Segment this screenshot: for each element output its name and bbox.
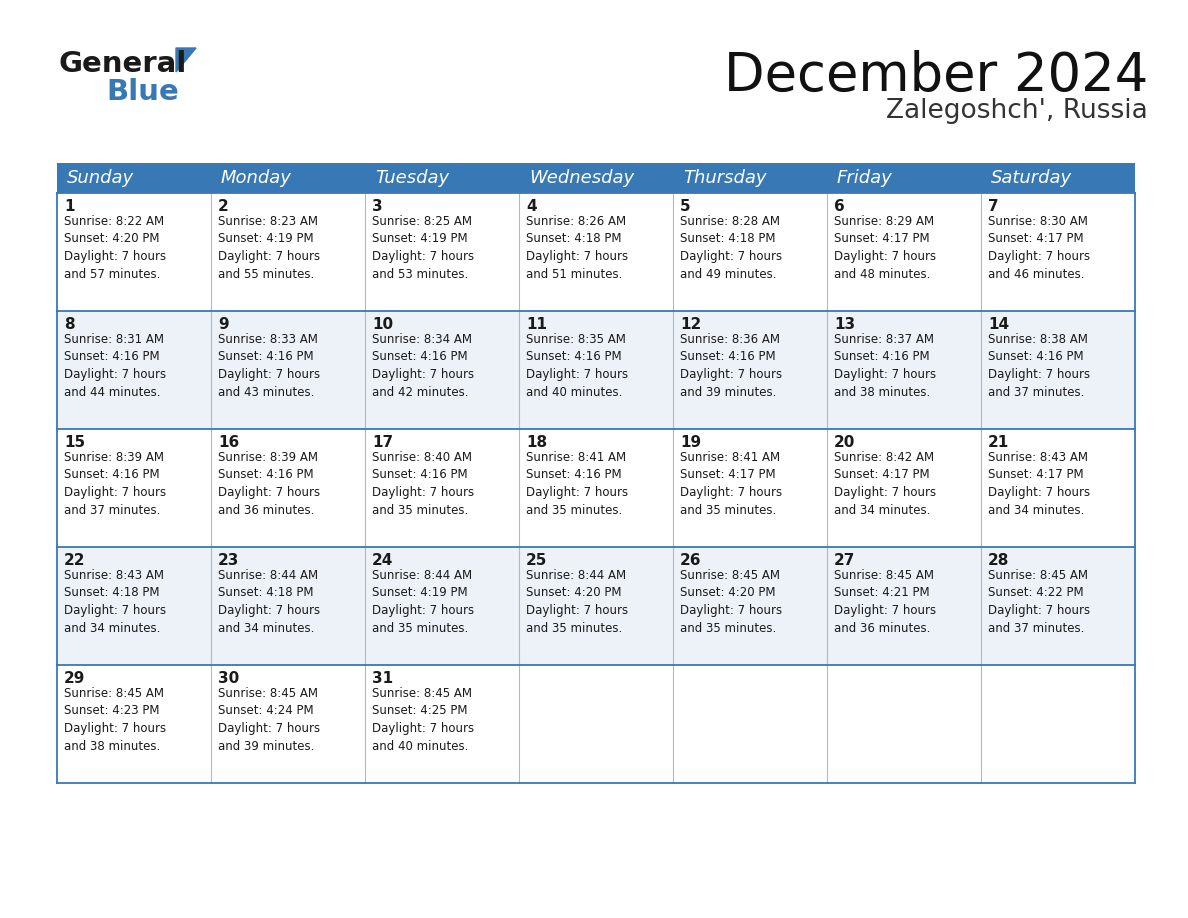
Bar <box>57 429 1135 547</box>
Text: 23: 23 <box>219 553 239 568</box>
Text: Sunrise: 8:43 AM
Sunset: 4:17 PM
Daylight: 7 hours
and 34 minutes.: Sunrise: 8:43 AM Sunset: 4:17 PM Dayligh… <box>988 451 1091 517</box>
Text: Friday: Friday <box>838 169 892 187</box>
Text: Sunrise: 8:42 AM
Sunset: 4:17 PM
Daylight: 7 hours
and 34 minutes.: Sunrise: 8:42 AM Sunset: 4:17 PM Dayligh… <box>834 451 936 517</box>
Text: Sunrise: 8:36 AM
Sunset: 4:16 PM
Daylight: 7 hours
and 39 minutes.: Sunrise: 8:36 AM Sunset: 4:16 PM Dayligh… <box>680 333 782 398</box>
Text: Sunrise: 8:44 AM
Sunset: 4:19 PM
Daylight: 7 hours
and 35 minutes.: Sunrise: 8:44 AM Sunset: 4:19 PM Dayligh… <box>372 569 474 634</box>
Text: Tuesday: Tuesday <box>375 169 449 187</box>
Text: 26: 26 <box>680 553 701 568</box>
Text: 18: 18 <box>526 435 548 450</box>
Text: Sunrise: 8:35 AM
Sunset: 4:16 PM
Daylight: 7 hours
and 40 minutes.: Sunrise: 8:35 AM Sunset: 4:16 PM Dayligh… <box>526 333 628 398</box>
Text: General: General <box>58 50 187 78</box>
Text: Sunrise: 8:43 AM
Sunset: 4:18 PM
Daylight: 7 hours
and 34 minutes.: Sunrise: 8:43 AM Sunset: 4:18 PM Dayligh… <box>64 569 166 634</box>
Text: 14: 14 <box>988 317 1009 332</box>
Text: Sunrise: 8:41 AM
Sunset: 4:16 PM
Daylight: 7 hours
and 35 minutes.: Sunrise: 8:41 AM Sunset: 4:16 PM Dayligh… <box>526 451 628 517</box>
Text: 17: 17 <box>372 435 393 450</box>
Text: 25: 25 <box>526 553 548 568</box>
Text: Sunrise: 8:41 AM
Sunset: 4:17 PM
Daylight: 7 hours
and 35 minutes.: Sunrise: 8:41 AM Sunset: 4:17 PM Dayligh… <box>680 451 782 517</box>
Text: Sunrise: 8:26 AM
Sunset: 4:18 PM
Daylight: 7 hours
and 51 minutes.: Sunrise: 8:26 AM Sunset: 4:18 PM Dayligh… <box>526 215 628 281</box>
Text: Sunrise: 8:45 AM
Sunset: 4:23 PM
Daylight: 7 hours
and 38 minutes.: Sunrise: 8:45 AM Sunset: 4:23 PM Dayligh… <box>64 687 166 753</box>
Text: Sunrise: 8:34 AM
Sunset: 4:16 PM
Daylight: 7 hours
and 42 minutes.: Sunrise: 8:34 AM Sunset: 4:16 PM Dayligh… <box>372 333 474 398</box>
Text: 2: 2 <box>219 199 229 214</box>
Text: Sunrise: 8:45 AM
Sunset: 4:20 PM
Daylight: 7 hours
and 35 minutes.: Sunrise: 8:45 AM Sunset: 4:20 PM Dayligh… <box>680 569 782 634</box>
Text: Sunday: Sunday <box>67 169 134 187</box>
Text: 20: 20 <box>834 435 855 450</box>
Text: Sunrise: 8:22 AM
Sunset: 4:20 PM
Daylight: 7 hours
and 57 minutes.: Sunrise: 8:22 AM Sunset: 4:20 PM Dayligh… <box>64 215 166 281</box>
Text: 5: 5 <box>680 199 690 214</box>
Text: 16: 16 <box>219 435 239 450</box>
Text: Monday: Monday <box>221 169 292 187</box>
Text: 7: 7 <box>988 199 999 214</box>
Text: Sunrise: 8:25 AM
Sunset: 4:19 PM
Daylight: 7 hours
and 53 minutes.: Sunrise: 8:25 AM Sunset: 4:19 PM Dayligh… <box>372 215 474 281</box>
Text: Sunrise: 8:38 AM
Sunset: 4:16 PM
Daylight: 7 hours
and 37 minutes.: Sunrise: 8:38 AM Sunset: 4:16 PM Dayligh… <box>988 333 1091 398</box>
Text: 11: 11 <box>526 317 546 332</box>
Bar <box>57 193 1135 311</box>
Bar <box>57 163 1135 193</box>
Text: 24: 24 <box>372 553 393 568</box>
Text: 15: 15 <box>64 435 86 450</box>
Text: Sunrise: 8:31 AM
Sunset: 4:16 PM
Daylight: 7 hours
and 44 minutes.: Sunrise: 8:31 AM Sunset: 4:16 PM Dayligh… <box>64 333 166 398</box>
Text: 9: 9 <box>219 317 228 332</box>
Text: Sunrise: 8:44 AM
Sunset: 4:20 PM
Daylight: 7 hours
and 35 minutes.: Sunrise: 8:44 AM Sunset: 4:20 PM Dayligh… <box>526 569 628 634</box>
Bar <box>57 311 1135 429</box>
Text: Sunrise: 8:29 AM
Sunset: 4:17 PM
Daylight: 7 hours
and 48 minutes.: Sunrise: 8:29 AM Sunset: 4:17 PM Dayligh… <box>834 215 936 281</box>
Text: Sunrise: 8:28 AM
Sunset: 4:18 PM
Daylight: 7 hours
and 49 minutes.: Sunrise: 8:28 AM Sunset: 4:18 PM Dayligh… <box>680 215 782 281</box>
Text: Sunrise: 8:45 AM
Sunset: 4:24 PM
Daylight: 7 hours
and 39 minutes.: Sunrise: 8:45 AM Sunset: 4:24 PM Dayligh… <box>219 687 320 753</box>
Text: Sunrise: 8:23 AM
Sunset: 4:19 PM
Daylight: 7 hours
and 55 minutes.: Sunrise: 8:23 AM Sunset: 4:19 PM Dayligh… <box>219 215 320 281</box>
Text: Sunrise: 8:45 AM
Sunset: 4:22 PM
Daylight: 7 hours
and 37 minutes.: Sunrise: 8:45 AM Sunset: 4:22 PM Dayligh… <box>988 569 1091 634</box>
Text: December 2024: December 2024 <box>723 50 1148 102</box>
Text: Wednesday: Wednesday <box>529 169 634 187</box>
Text: 19: 19 <box>680 435 701 450</box>
Text: 27: 27 <box>834 553 855 568</box>
Text: 1: 1 <box>64 199 75 214</box>
Polygon shape <box>176 48 196 72</box>
Text: Sunrise: 8:45 AM
Sunset: 4:21 PM
Daylight: 7 hours
and 36 minutes.: Sunrise: 8:45 AM Sunset: 4:21 PM Dayligh… <box>834 569 936 634</box>
Text: 12: 12 <box>680 317 701 332</box>
Text: Sunrise: 8:39 AM
Sunset: 4:16 PM
Daylight: 7 hours
and 36 minutes.: Sunrise: 8:39 AM Sunset: 4:16 PM Dayligh… <box>219 451 320 517</box>
Text: Saturday: Saturday <box>991 169 1072 187</box>
Bar <box>57 547 1135 665</box>
Text: 10: 10 <box>372 317 393 332</box>
Text: 29: 29 <box>64 671 86 686</box>
Text: 4: 4 <box>526 199 537 214</box>
Text: Sunrise: 8:45 AM
Sunset: 4:25 PM
Daylight: 7 hours
and 40 minutes.: Sunrise: 8:45 AM Sunset: 4:25 PM Dayligh… <box>372 687 474 753</box>
Text: 3: 3 <box>372 199 383 214</box>
Text: 30: 30 <box>219 671 239 686</box>
Text: Thursday: Thursday <box>683 169 766 187</box>
Text: 28: 28 <box>988 553 1010 568</box>
Text: Sunrise: 8:40 AM
Sunset: 4:16 PM
Daylight: 7 hours
and 35 minutes.: Sunrise: 8:40 AM Sunset: 4:16 PM Dayligh… <box>372 451 474 517</box>
Text: Sunrise: 8:44 AM
Sunset: 4:18 PM
Daylight: 7 hours
and 34 minutes.: Sunrise: 8:44 AM Sunset: 4:18 PM Dayligh… <box>219 569 320 634</box>
Text: Sunrise: 8:37 AM
Sunset: 4:16 PM
Daylight: 7 hours
and 38 minutes.: Sunrise: 8:37 AM Sunset: 4:16 PM Dayligh… <box>834 333 936 398</box>
Bar <box>57 665 1135 783</box>
Text: 22: 22 <box>64 553 86 568</box>
Text: Blue: Blue <box>106 78 178 106</box>
Text: Zalegoshch', Russia: Zalegoshch', Russia <box>886 98 1148 124</box>
Text: 31: 31 <box>372 671 393 686</box>
Text: 6: 6 <box>834 199 845 214</box>
Text: Sunrise: 8:33 AM
Sunset: 4:16 PM
Daylight: 7 hours
and 43 minutes.: Sunrise: 8:33 AM Sunset: 4:16 PM Dayligh… <box>219 333 320 398</box>
Text: 13: 13 <box>834 317 855 332</box>
Text: Sunrise: 8:30 AM
Sunset: 4:17 PM
Daylight: 7 hours
and 46 minutes.: Sunrise: 8:30 AM Sunset: 4:17 PM Dayligh… <box>988 215 1091 281</box>
Text: 8: 8 <box>64 317 75 332</box>
Text: Sunrise: 8:39 AM
Sunset: 4:16 PM
Daylight: 7 hours
and 37 minutes.: Sunrise: 8:39 AM Sunset: 4:16 PM Dayligh… <box>64 451 166 517</box>
Text: 21: 21 <box>988 435 1010 450</box>
